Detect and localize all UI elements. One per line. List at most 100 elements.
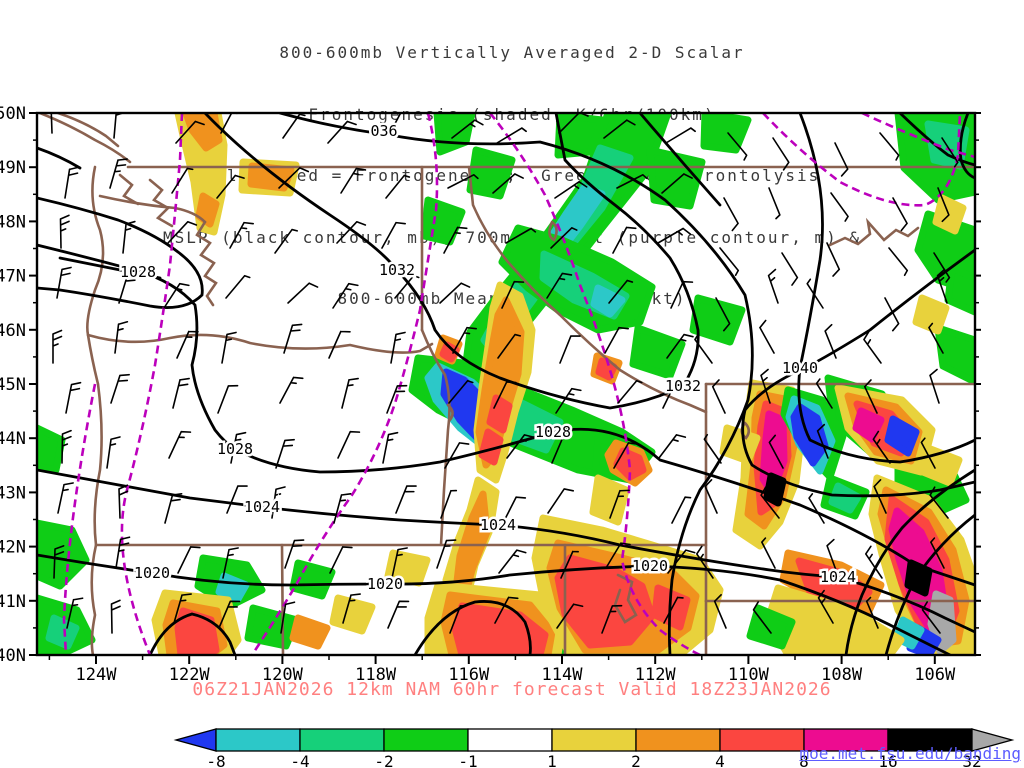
state-border bbox=[280, 543, 285, 655]
wind-barb bbox=[671, 496, 692, 524]
wind-barb bbox=[806, 278, 824, 309]
wind-barb bbox=[772, 137, 790, 171]
wind-barb bbox=[930, 537, 945, 569]
lon-label: 112W bbox=[635, 665, 677, 685]
colorbar-tick-label: 4 bbox=[715, 752, 725, 768]
wind-barb bbox=[443, 226, 468, 254]
wind-barb bbox=[172, 377, 190, 409]
wind-barb bbox=[61, 429, 72, 464]
wind-barb bbox=[884, 297, 900, 332]
wind-barb bbox=[230, 431, 247, 464]
wind-barb bbox=[444, 442, 470, 469]
wind-barb bbox=[556, 603, 584, 629]
wind-barb bbox=[497, 333, 522, 359]
mslp-contour bbox=[413, 600, 532, 655]
wind-barb bbox=[830, 192, 849, 222]
shaded-region bbox=[689, 294, 746, 346]
wind-barb bbox=[283, 323, 303, 354]
frontogenesis-colorbar: -8 -4 -2 -1 1 2 4 8 16 32 bbox=[173, 728, 1015, 768]
wind-barb bbox=[328, 330, 351, 359]
wind-barb bbox=[280, 601, 296, 634]
shaded-region bbox=[884, 415, 920, 457]
state-border bbox=[148, 178, 174, 228]
wind-barb bbox=[389, 113, 414, 134]
wind-barb bbox=[439, 282, 471, 304]
wind-barb bbox=[767, 268, 779, 304]
wind-barb bbox=[337, 430, 361, 459]
wind-barb bbox=[604, 326, 629, 354]
wind-barb bbox=[106, 436, 121, 469]
wind-barb bbox=[225, 274, 251, 299]
colorbar-segment bbox=[719, 728, 805, 752]
wind-barb bbox=[695, 545, 714, 579]
mslp-contour bbox=[37, 196, 204, 309]
wind-barb bbox=[390, 331, 406, 364]
contour-label: 1040 bbox=[782, 359, 818, 377]
wind-barb bbox=[657, 227, 692, 244]
contour-label: 1028 bbox=[535, 423, 571, 441]
state-border bbox=[828, 217, 920, 247]
wind-barb bbox=[670, 280, 694, 309]
wind-barb bbox=[920, 437, 936, 469]
state-border bbox=[548, 220, 558, 242]
wind-barb bbox=[440, 489, 458, 519]
700mb-height-contour bbox=[488, 113, 701, 655]
wind-barb bbox=[340, 167, 367, 194]
wind-barb bbox=[341, 377, 359, 409]
colorbar-tick-label: -4 bbox=[290, 752, 309, 768]
shaded-region bbox=[629, 324, 686, 380]
wind-barb bbox=[554, 180, 588, 199]
wind-barb bbox=[663, 596, 684, 624]
wind-barb bbox=[667, 549, 696, 574]
shaded-region bbox=[329, 594, 376, 635]
wind-barb bbox=[704, 479, 718, 514]
shaded-region bbox=[554, 113, 606, 159]
wind-barb bbox=[551, 435, 570, 464]
mslp-contour bbox=[203, 113, 700, 410]
wind-barb bbox=[665, 127, 696, 144]
wind-barb bbox=[229, 221, 254, 249]
wind-barb bbox=[494, 596, 519, 624]
contour-label: 1020 bbox=[367, 575, 403, 593]
mslp-contour-layer bbox=[37, 113, 975, 655]
wind-barb bbox=[274, 228, 299, 254]
site-link[interactable]: moe.met.fsu.edu/banding bbox=[799, 744, 1021, 763]
wind-barb bbox=[287, 282, 319, 304]
mslp-contour bbox=[58, 256, 162, 280]
colorbar-segment bbox=[215, 728, 301, 752]
wind-barb bbox=[271, 486, 286, 519]
contour-label: 1032 bbox=[379, 261, 415, 279]
mslp-contour bbox=[37, 243, 975, 587]
shaded-region bbox=[934, 324, 975, 386]
700mb-height-contour bbox=[250, 113, 439, 655]
mslp-contour bbox=[844, 468, 975, 655]
contour-label: 036 bbox=[370, 122, 397, 140]
state-border bbox=[420, 328, 451, 547]
lon-label: 120W bbox=[262, 665, 304, 685]
wind-barb bbox=[64, 166, 80, 199]
wind-barb bbox=[816, 423, 829, 459]
wind-barb bbox=[888, 247, 909, 277]
shaded-region bbox=[466, 146, 516, 200]
wind-barb bbox=[496, 127, 527, 144]
wind-barb bbox=[217, 384, 239, 414]
colorbar-tick-label: 16 bbox=[878, 752, 897, 768]
wind-barb bbox=[713, 593, 727, 629]
shaded-region bbox=[700, 113, 752, 154]
contour-label: 1020 bbox=[134, 564, 170, 582]
wind-barb bbox=[278, 167, 310, 189]
wind-barb bbox=[342, 593, 361, 624]
wind-barb bbox=[937, 187, 950, 223]
wind-barb bbox=[560, 550, 579, 579]
wind-barb bbox=[452, 326, 477, 354]
wind-barb bbox=[933, 252, 951, 283]
wind-barb bbox=[879, 132, 900, 161]
wind-barb bbox=[815, 378, 833, 409]
wind-barb bbox=[559, 335, 581, 364]
wind-barb bbox=[391, 547, 408, 579]
colorbar-tick-label: -2 bbox=[374, 752, 393, 768]
mslp-contour bbox=[898, 113, 975, 167]
wind-barb bbox=[928, 322, 944, 354]
wind-barb bbox=[50, 113, 61, 134]
forecast-valid-text: 06Z21JAN2026 12km NAM 60hr forecast Vali… bbox=[192, 679, 832, 700]
